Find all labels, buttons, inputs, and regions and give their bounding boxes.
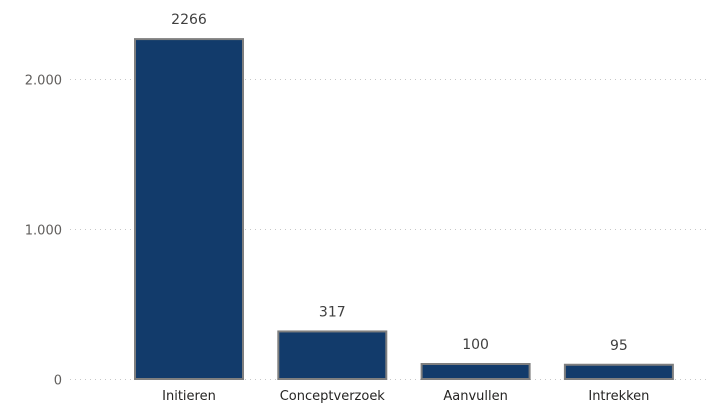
data-label-initieren: 2266 — [171, 12, 207, 28]
y-tick-label-0: 0 — [54, 374, 62, 389]
y-tick-label-1: 1.000 — [25, 224, 62, 239]
data-label-intrekken: 95 — [610, 338, 628, 354]
data-label-aanvullen: 100 — [462, 337, 489, 353]
data-labels: 2266 317 100 95 — [171, 12, 628, 354]
x-category-label-intrekken: Intrekken — [588, 389, 649, 404]
bar-aanvullen[interactable] — [420, 363, 531, 380]
data-label-conceptverzoek: 317 — [319, 304, 346, 320]
x-axis-categories: Initieren Conceptverzoek Aanvullen Intrekke… — [162, 389, 649, 404]
bar-conceptverzoek[interactable] — [277, 330, 388, 381]
bar-intrekken[interactable] — [563, 363, 674, 380]
x-category-label-conceptverzoek: Conceptverzoek — [280, 389, 386, 404]
y-tick-label-2: 2.000 — [25, 74, 62, 89]
x-category-label-aanvullen: Aanvullen — [443, 389, 508, 404]
y-axis-ticks: 0 1.000 2.000 — [25, 74, 62, 389]
bar-initieren[interactable] — [134, 38, 244, 380]
x-category-label-initieren: Initieren — [162, 389, 216, 404]
bars — [134, 38, 674, 381]
